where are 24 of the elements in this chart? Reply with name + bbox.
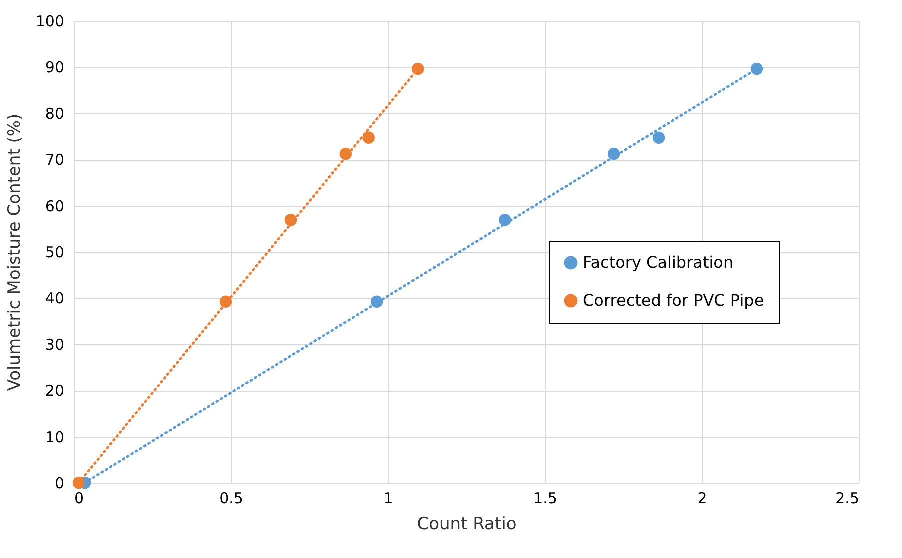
x-tick-label: 2 [698,490,708,508]
x-tick-label: 1.5 [534,490,558,508]
x-tick-label: 2.5 [836,490,860,508]
y-tick-label: 0 [54,474,64,492]
x-tick-label: 0 [74,490,84,508]
y-tick-label: 60 [45,197,64,216]
y-tick-label: 80 [45,104,64,123]
legend-label: Factory Calibration [583,253,734,272]
x-tick-label: 1 [384,490,394,508]
point [362,132,375,144]
y-tick-label: 100 [36,12,64,30]
y-tick-label: 10 [45,428,64,446]
x-axis-title: Count Ratio [417,514,517,534]
y-tick-label: 40 [45,290,64,308]
legend-label: Corrected for PVC Pipe [583,291,764,310]
y-tick-label: 20 [45,382,64,400]
y-axis-title: Volumetric Moisture Content (%) [4,114,25,392]
point [652,132,666,144]
point [750,62,764,76]
y-tick-label: 50 [45,244,64,262]
x-tick-label: 0.5 [220,490,244,508]
y-tick-label: 90 [45,58,64,77]
y-tick-label: 30 [45,336,64,354]
y-tick-label: 70 [45,151,64,170]
